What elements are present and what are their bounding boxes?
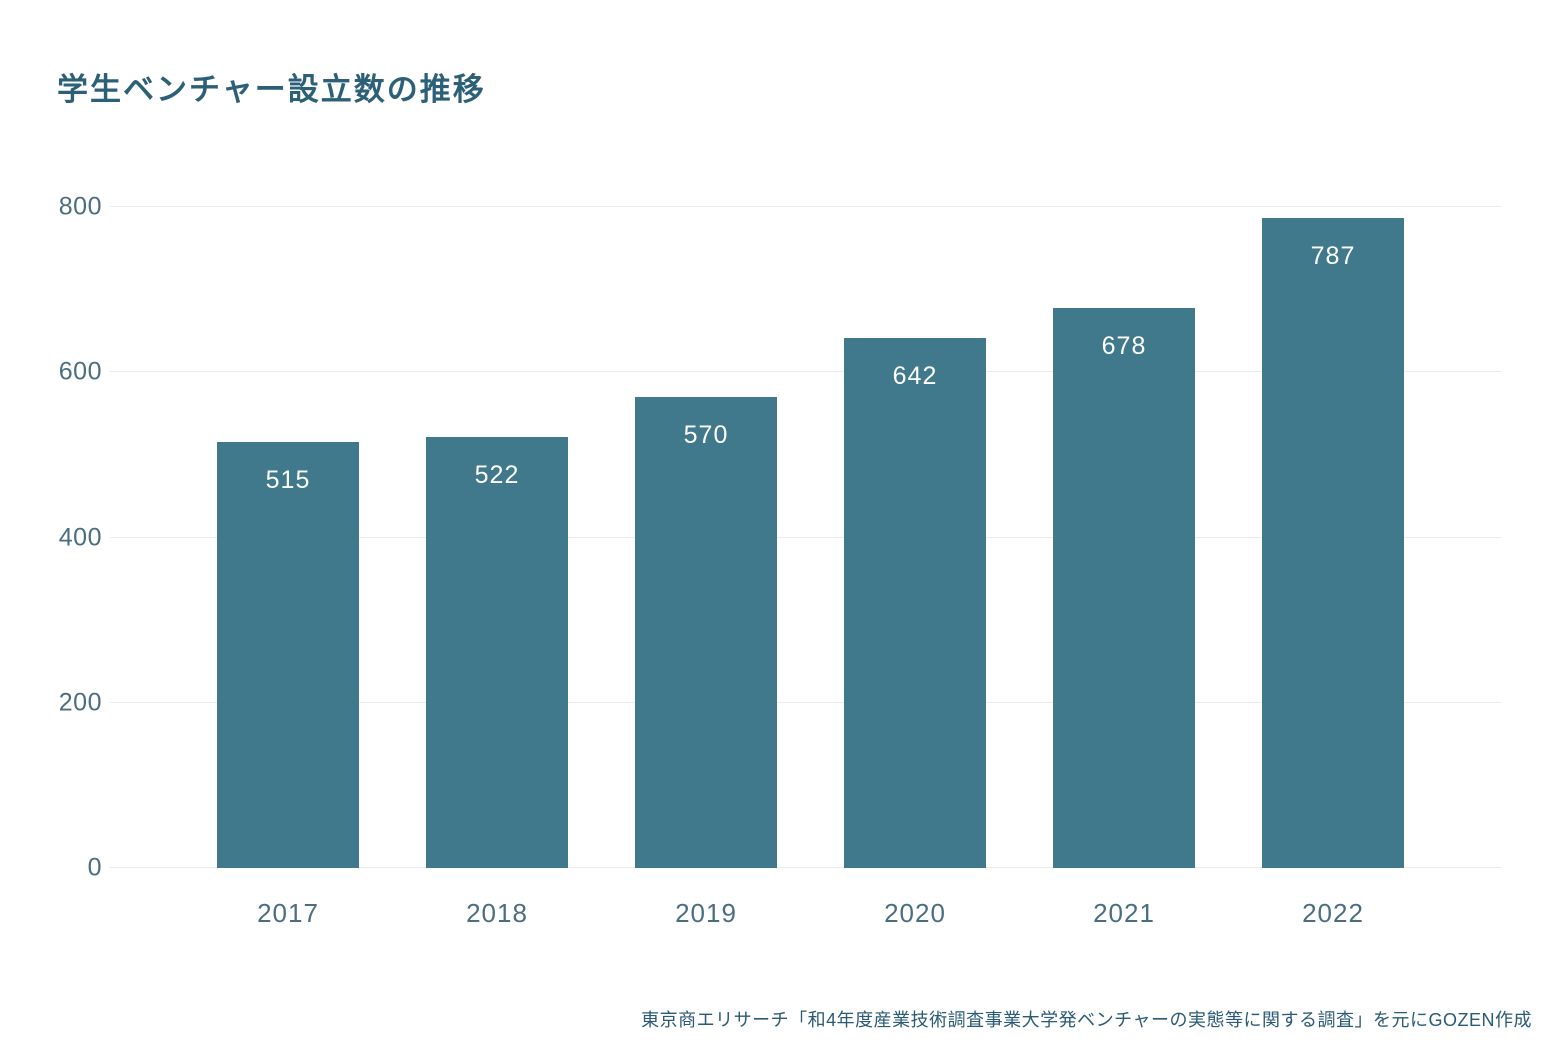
bars-container: 515 2017 522 2018 570 2019 642 2020 678 2021 787 20…: [110, 207, 1502, 928]
y-axis-tick-label: 400: [58, 523, 102, 551]
y-axis-labels: 0 200 400 600 800: [30, 193, 102, 882]
y-axis-tick-label: 200: [58, 688, 102, 717]
bar-2018: 522 2018: [426, 436, 568, 928]
bar-2021: 678 2021: [1053, 307, 1195, 928]
bar-value-label: 570: [683, 421, 729, 450]
bar-value-label: 522: [474, 460, 520, 489]
bar-chart-plot-area: 515 2017 522 2018 570 2019 642 2020 678 2021 787 20…: [110, 206, 1502, 928]
bar-2022: 787 2022: [1262, 217, 1404, 928]
bar-2017: 515 2017: [217, 442, 359, 928]
chart-title: 学生ベンチャー設立数の推移: [57, 72, 486, 107]
x-axis-tick-label: 2018: [466, 898, 528, 928]
x-axis-tick-label: 2020: [884, 898, 946, 928]
y-axis-tick-label: 600: [58, 357, 102, 386]
bar-value-label: 787: [1310, 241, 1356, 270]
x-axis-tick-label: 2019: [675, 898, 737, 928]
gridline: [110, 701, 1502, 703]
bar-value-label: 642: [892, 361, 938, 390]
gridline: [110, 867, 1502, 868]
gridline: [110, 206, 1502, 207]
gridline: [110, 536, 1502, 538]
y-axis-tick-label: 0: [87, 853, 102, 882]
bar-value-label: 678: [1101, 331, 1147, 360]
source-note: 東京商エリサーチ「和4年度産業技術調査事業大学発ベンチャーの実態等に関する調査」…: [641, 1010, 1532, 1030]
x-axis-tick-label: 2021: [1093, 898, 1155, 928]
x-axis-tick-label: 2017: [257, 898, 319, 928]
bar-value-label: 515: [265, 466, 311, 495]
x-axis-tick-label: 2022: [1302, 898, 1364, 928]
bar-2019: 570 2019: [635, 397, 777, 928]
gridline: [110, 371, 1502, 373]
y-axis-tick-label: 800: [58, 192, 102, 221]
bar-2020: 642 2020: [844, 337, 986, 928]
